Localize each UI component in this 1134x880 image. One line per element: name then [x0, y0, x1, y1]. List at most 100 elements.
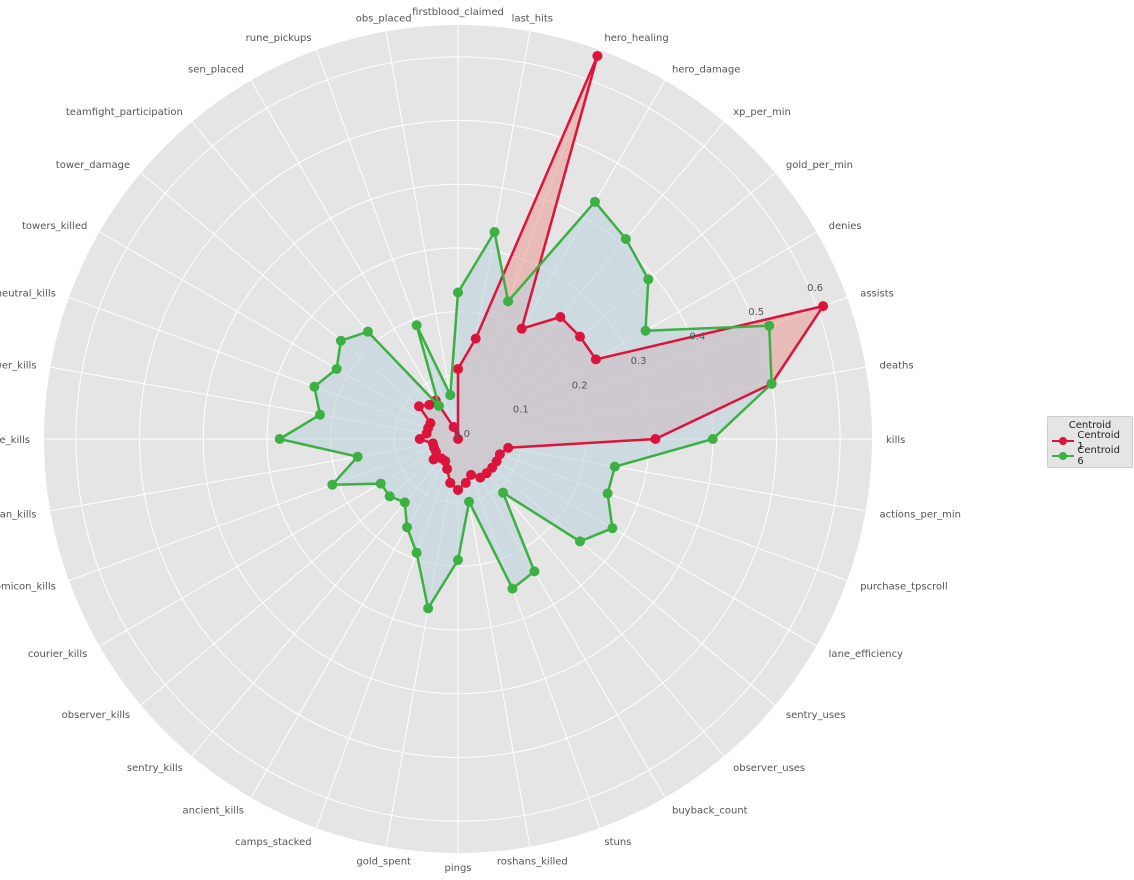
- data-point: [494, 449, 505, 460]
- radial-tick-label: 0.5: [748, 307, 764, 318]
- data-point: [764, 320, 775, 331]
- legend-entry-centroid-6: Centroid 6: [1052, 445, 1128, 467]
- data-point: [428, 454, 439, 465]
- category-label: rune_pickups: [246, 33, 312, 44]
- data-point: [362, 326, 373, 337]
- category-label: roshans_killed: [497, 856, 568, 867]
- data-point: [414, 434, 425, 444]
- data-point: [602, 488, 613, 499]
- category-label: assists: [860, 289, 894, 300]
- legend-marker-icon: [1052, 451, 1074, 461]
- data-point: [445, 390, 456, 401]
- data-point: [766, 378, 777, 389]
- category-label: firstblood_claimed: [412, 7, 504, 18]
- data-point: [466, 469, 477, 480]
- category-label: obs_placed: [356, 14, 412, 25]
- data-point: [503, 296, 514, 307]
- category-label: xp_per_min: [733, 107, 791, 118]
- legend-label: Centroid 1: [1077, 429, 1120, 452]
- category-label: actions_per_min: [879, 509, 960, 520]
- series-layer: [274, 50, 829, 614]
- data-point: [643, 274, 654, 285]
- data-point: [352, 451, 363, 462]
- category-label: neutral_kills: [0, 289, 56, 300]
- data-point: [413, 401, 424, 412]
- category-label: ancient_kills: [183, 806, 245, 817]
- data-point: [453, 484, 463, 495]
- data-point: [707, 434, 718, 444]
- category-label: last_hits: [512, 14, 553, 25]
- data-point: [423, 603, 434, 614]
- data-point: [421, 428, 432, 439]
- category-label: observer_uses: [733, 763, 805, 774]
- data-point: [411, 547, 422, 558]
- data-point: [424, 399, 435, 410]
- data-point: [489, 227, 500, 238]
- data-point: [589, 196, 600, 207]
- category-label: sen_placed: [188, 64, 244, 75]
- category-label: lane_efficiency: [829, 649, 903, 660]
- data-point: [274, 434, 285, 444]
- data-point: [433, 400, 444, 411]
- data-point: [516, 323, 527, 334]
- category-label: buyback_count: [672, 806, 748, 817]
- category-label: deaths: [879, 361, 913, 372]
- data-point: [453, 287, 463, 298]
- series-area-2: [279, 201, 772, 609]
- radial-tick-label: 0.6: [807, 283, 823, 294]
- category-label: hero_healing: [604, 33, 668, 44]
- data-point: [650, 434, 661, 444]
- radial-tick-label: 0.3: [631, 356, 647, 367]
- data-point: [411, 320, 422, 331]
- category-label: teamfight_participation: [66, 107, 183, 118]
- radial-tick-label: 0.2: [572, 380, 588, 391]
- category-label: stuns: [604, 837, 631, 848]
- radial-tick-label: 0.1: [513, 405, 529, 416]
- category-label: denies: [829, 221, 862, 232]
- data-point: [607, 523, 618, 534]
- category-label: gold_per_min: [786, 160, 853, 171]
- grid-spoke: [457, 438, 531, 847]
- data-point: [453, 363, 463, 374]
- category-label: necronomicon_kills: [0, 581, 56, 592]
- data-point: [609, 461, 620, 472]
- data-point: [430, 446, 441, 457]
- data-point: [460, 477, 471, 488]
- category-label: camps_stacked: [235, 837, 312, 848]
- category-label: purchase_tpscroll: [860, 581, 947, 592]
- data-point: [574, 331, 585, 342]
- data-point: [620, 233, 631, 244]
- data-point: [384, 491, 395, 502]
- radial-tick-label: 0.4: [689, 332, 705, 343]
- category-label: sentry_kills: [127, 763, 183, 774]
- category-label: courier_kills: [28, 649, 87, 660]
- data-point: [453, 434, 463, 444]
- category-label: sentry_uses: [786, 710, 846, 721]
- category-label: hero_damage: [672, 64, 740, 75]
- category-label: pings: [444, 863, 471, 874]
- data-point: [375, 478, 386, 489]
- category-labels: kills deaths assists denies gold_per_min xp_p…: [0, 7, 961, 874]
- data-point: [818, 301, 829, 312]
- legend-label: Centroid 6: [1077, 444, 1120, 467]
- data-point: [442, 463, 453, 474]
- data-point: [399, 497, 410, 508]
- category-label: kills: [886, 435, 905, 446]
- category-label: tower_kills: [0, 361, 37, 372]
- data-point: [327, 479, 338, 490]
- category-label: gold_spent: [356, 856, 411, 867]
- category-label: tower_damage: [56, 160, 130, 171]
- data-point: [555, 312, 566, 323]
- data-point: [445, 477, 456, 488]
- data-point: [448, 422, 459, 433]
- data-point: [507, 583, 518, 594]
- data-point: [331, 363, 342, 374]
- data-point: [574, 536, 585, 547]
- data-point: [315, 409, 326, 420]
- legend-marker-icon: [1052, 436, 1074, 446]
- radial-tick-labels: 0.0 0.1 0.2 0.3 0.4 0.5 0.6: [454, 283, 823, 440]
- category-label: lane_kills: [0, 435, 30, 446]
- data-point: [309, 381, 320, 392]
- legend: Centroid Centroid 1 Centroid 6: [1047, 416, 1133, 468]
- category-label: towers_killed: [22, 221, 87, 232]
